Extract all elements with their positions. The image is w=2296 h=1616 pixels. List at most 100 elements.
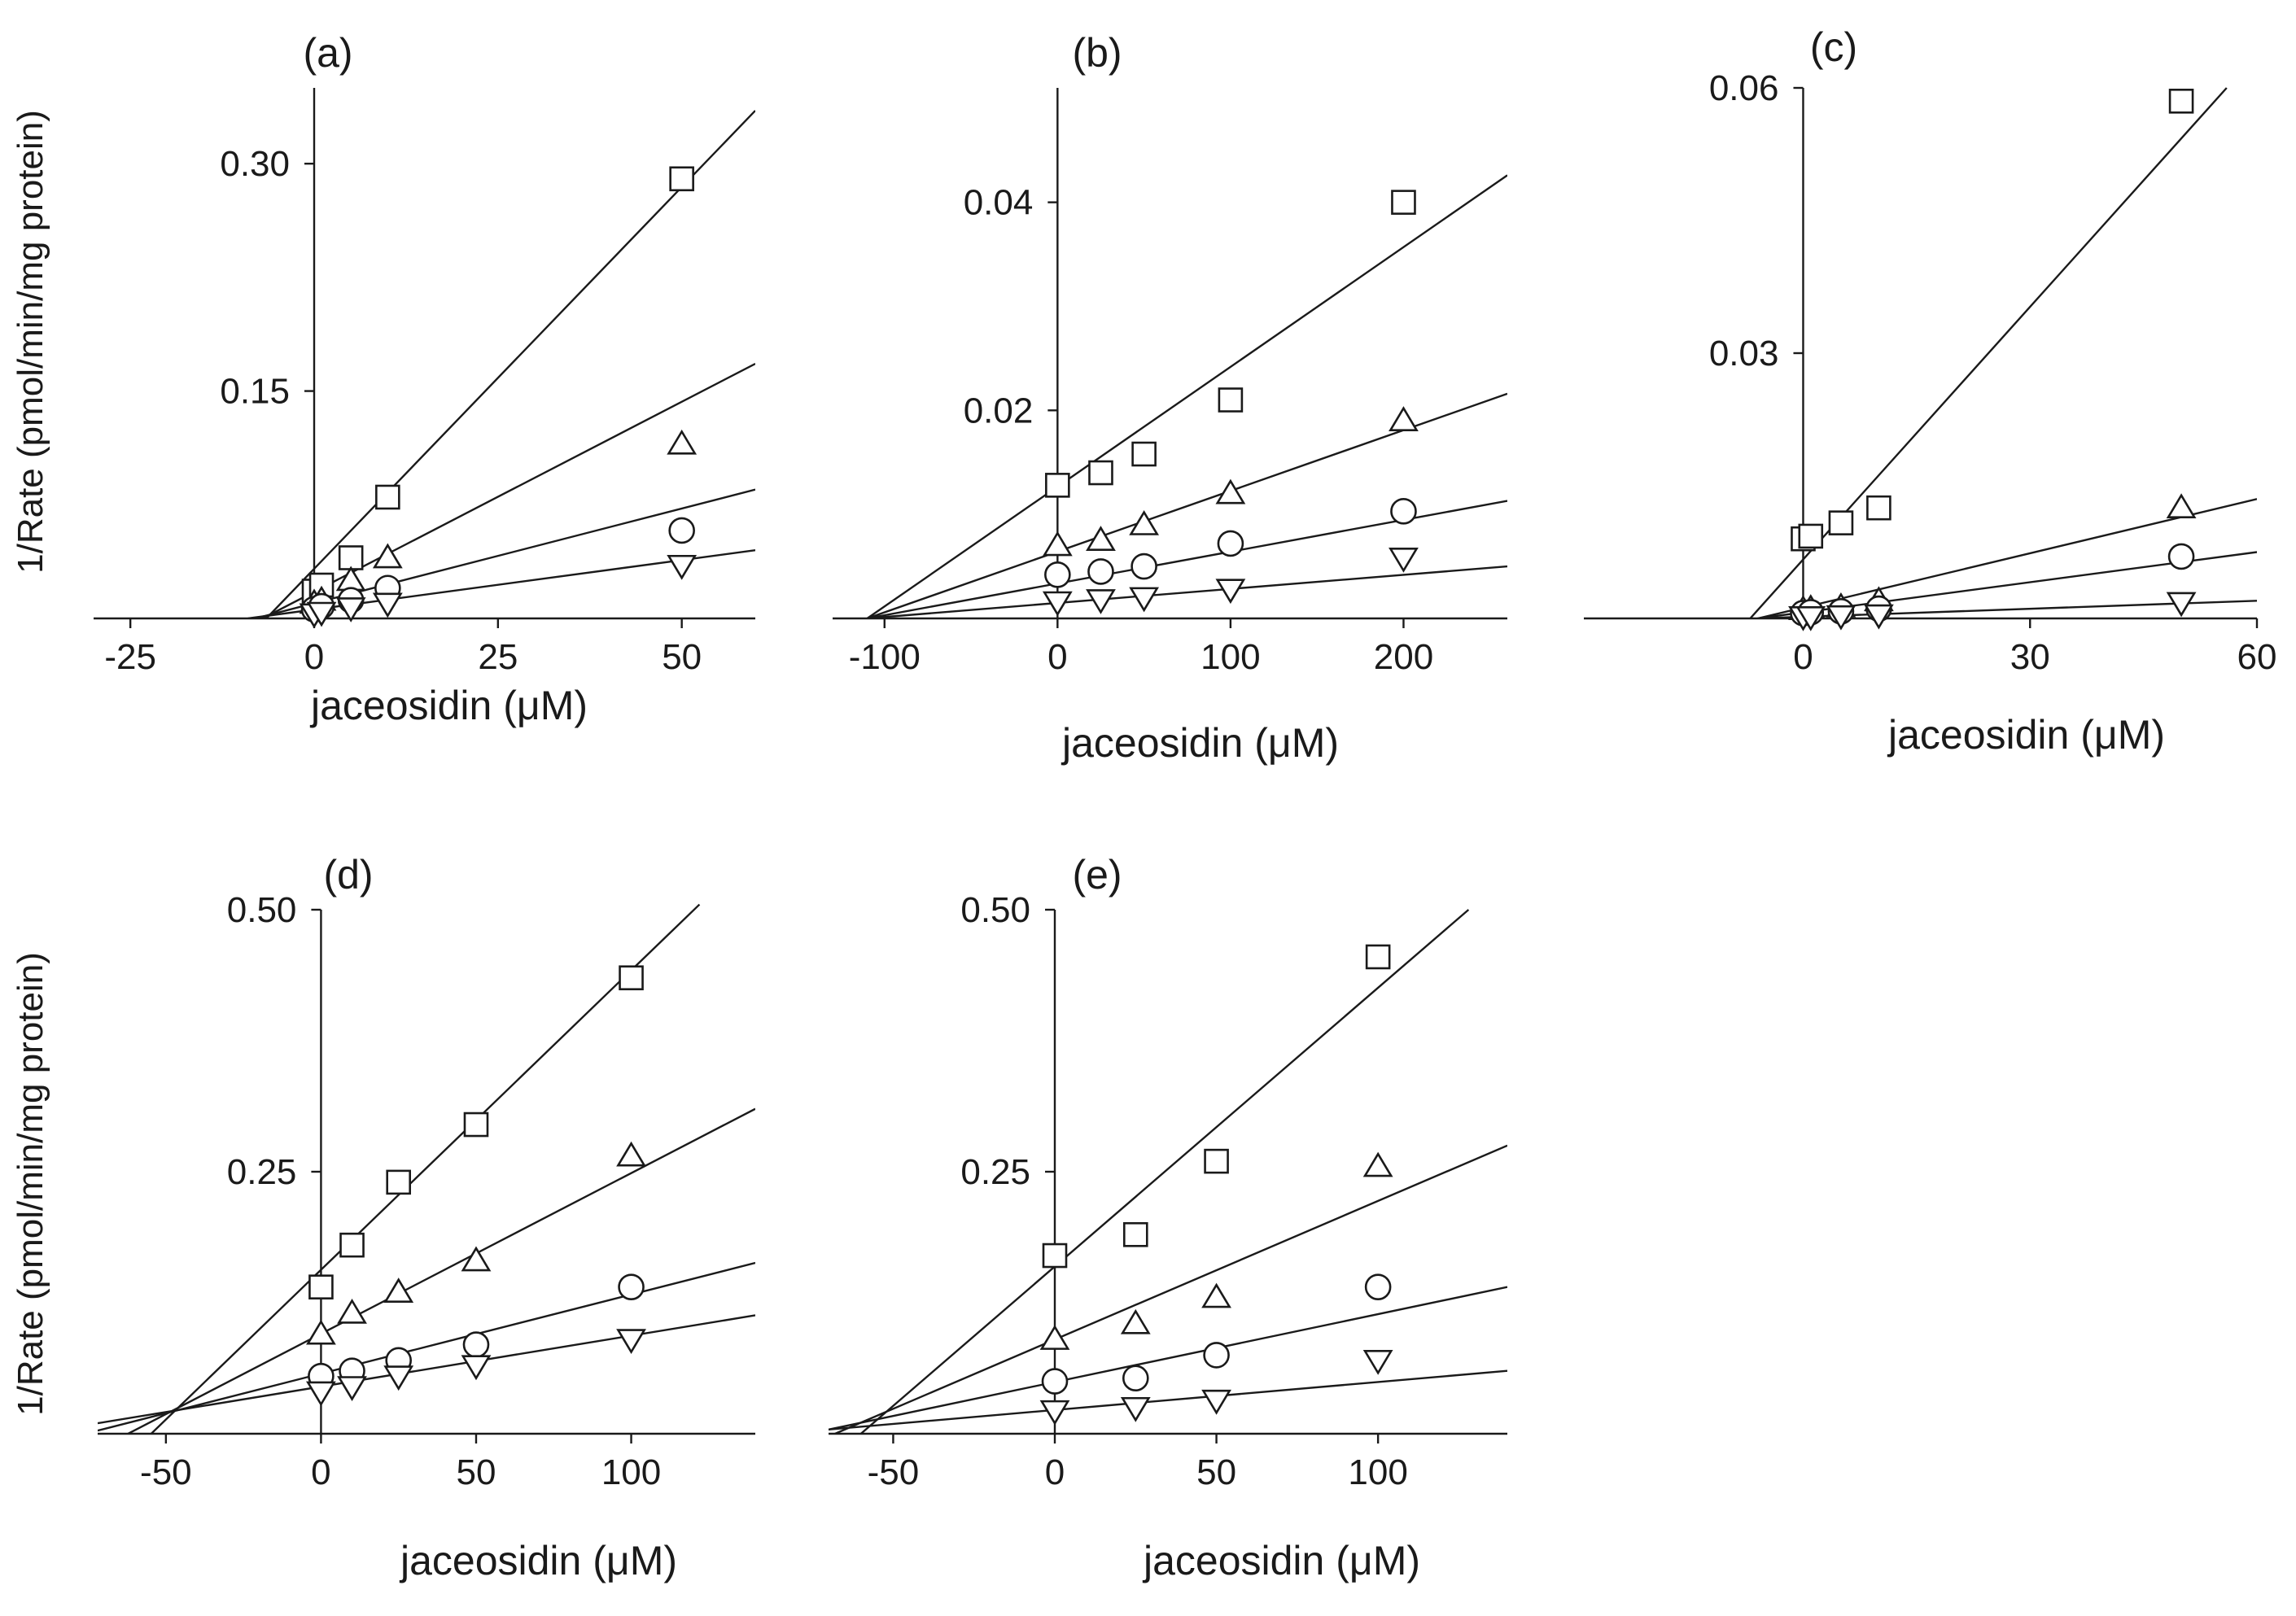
point-square xyxy=(308,1274,334,1299)
point-triangle-down xyxy=(1039,1400,1070,1426)
x-tick-label: 0 xyxy=(311,1452,330,1492)
fit-line-triangle-up xyxy=(834,1144,1507,1434)
fit-line-square xyxy=(866,174,1507,618)
x-axis-title: jaceosidin (μM) xyxy=(1142,1538,1420,1583)
point-triangle-up xyxy=(1201,1282,1231,1308)
point-triangle-up xyxy=(1086,526,1116,551)
point-square xyxy=(1045,473,1070,498)
point-square xyxy=(338,545,364,570)
fit-line-square xyxy=(265,110,755,618)
point-circle xyxy=(1203,1342,1230,1369)
x-tick-label: 200 xyxy=(1374,637,1433,677)
panel-a: -25 0 25 50 0.15 0.30 (a) jaceosidin (μM) xyxy=(94,30,755,728)
point-triangle-up xyxy=(1362,1151,1393,1177)
point-square xyxy=(2168,89,2194,114)
x-tick-label: -25 xyxy=(104,637,156,677)
point-triangle-up xyxy=(616,1141,646,1167)
x-axis-title: jaceosidin (μM) xyxy=(309,683,588,728)
point-triangle-up xyxy=(1042,531,1073,557)
x-tick-label: -50 xyxy=(868,1452,920,1492)
y-tick-label: 0.25 xyxy=(960,1152,1030,1192)
series-square xyxy=(1791,89,2194,552)
fit-line-triangle-up xyxy=(262,362,755,618)
x-tick-label: 100 xyxy=(1200,637,1260,677)
series-triangle-down xyxy=(1039,1349,1393,1426)
series-triangle-up xyxy=(1042,406,1419,557)
y-axis-title-bottom: 1/Rate (pmol/min/mg protein) xyxy=(11,952,50,1416)
point-triangle-up xyxy=(1215,478,1246,504)
series-triangle-down xyxy=(306,1329,646,1407)
y-tick-label: 0.30 xyxy=(220,144,290,184)
point-square xyxy=(1204,1148,1229,1174)
series-triangle-down xyxy=(1042,548,1419,617)
x-tick-label: -100 xyxy=(849,637,921,677)
point-circle xyxy=(1122,1365,1149,1392)
point-triangle-down xyxy=(372,592,403,618)
x-tick-label: 30 xyxy=(2010,637,2050,677)
series-triangle-down xyxy=(1788,592,2197,631)
panel-label: (b) xyxy=(1072,30,1122,76)
fit-lines xyxy=(829,909,1507,1434)
point-square xyxy=(1391,190,1416,215)
point-circle xyxy=(1044,561,1071,588)
point-triangle-down xyxy=(1086,589,1116,614)
series-triangle-up xyxy=(1039,1151,1393,1350)
x-tick-label: 50 xyxy=(457,1452,496,1492)
point-triangle-up xyxy=(383,1278,414,1303)
fit-line-square xyxy=(150,903,701,1434)
y-axis-title-top: 1/Rate (pmol/min/mg protein) xyxy=(11,110,50,574)
point-triangle-up xyxy=(306,1319,336,1345)
series-triangle-down xyxy=(299,554,698,629)
point-triangle-down xyxy=(383,1365,414,1391)
point-square xyxy=(375,484,400,510)
series-square xyxy=(301,166,694,604)
point-square xyxy=(463,1112,489,1138)
y-tick-label: 0.15 xyxy=(220,372,290,412)
point-triangle-down xyxy=(1215,579,1246,605)
x-tick-label: 50 xyxy=(662,637,702,677)
point-circle xyxy=(1041,1368,1069,1395)
point-triangle-down xyxy=(1826,605,1856,631)
panel-c: 0 30 60 0.03 0.06 (c) jaceosidin (μM) xyxy=(1584,24,2276,758)
point-triangle-up xyxy=(461,1246,492,1272)
point-triangle-down xyxy=(1362,1349,1393,1375)
point-triangle-up xyxy=(2166,493,2197,519)
fit-line-triangle-down xyxy=(867,565,1507,618)
point-square xyxy=(1131,441,1157,467)
point-triangle-up xyxy=(1039,1325,1070,1350)
panel-label: (d) xyxy=(323,852,373,898)
series-square xyxy=(1045,190,1416,498)
series-circle xyxy=(1044,498,1417,588)
point-triangle-up xyxy=(1389,406,1419,431)
point-triangle-up xyxy=(1129,510,1160,535)
series-triangle-up xyxy=(306,1141,646,1345)
point-circle xyxy=(668,517,695,544)
point-triangle-down xyxy=(1389,548,1419,573)
point-triangle-down xyxy=(2166,592,2197,618)
y-tick-label: 0.25 xyxy=(227,1152,297,1192)
series-circle xyxy=(1790,543,2195,627)
panel-label: (a) xyxy=(303,30,352,76)
point-square xyxy=(339,1232,365,1258)
fit-line-triangle-down xyxy=(98,1314,755,1425)
point-square xyxy=(1866,495,1891,521)
fit-lines xyxy=(98,903,755,1434)
point-square xyxy=(669,166,694,192)
point-circle xyxy=(1087,558,1114,585)
y-tick-label: 0.02 xyxy=(964,391,1034,430)
x-tick-label: 0 xyxy=(1047,637,1067,677)
y-tick-label: 0.04 xyxy=(964,183,1034,223)
x-tick-label: 100 xyxy=(601,1452,661,1492)
y-tick-label: 0.50 xyxy=(960,890,1030,930)
point-triangle-down xyxy=(306,1381,336,1407)
point-triangle-down xyxy=(461,1355,492,1381)
x-tick-label: 0 xyxy=(1045,1452,1065,1492)
x-axis-title: jaceosidin (μM) xyxy=(399,1538,677,1583)
point-triangle-down xyxy=(1129,587,1160,613)
point-circle xyxy=(2167,543,2195,570)
panel-e: -50 0 50 100 0.25 0.50 (e) jaceosidin (μM) xyxy=(829,852,1507,1583)
y-tick-label: 0.03 xyxy=(1709,334,1779,373)
point-square xyxy=(1798,523,1824,549)
fit-line-circle xyxy=(829,1286,1507,1431)
point-square xyxy=(386,1169,411,1195)
